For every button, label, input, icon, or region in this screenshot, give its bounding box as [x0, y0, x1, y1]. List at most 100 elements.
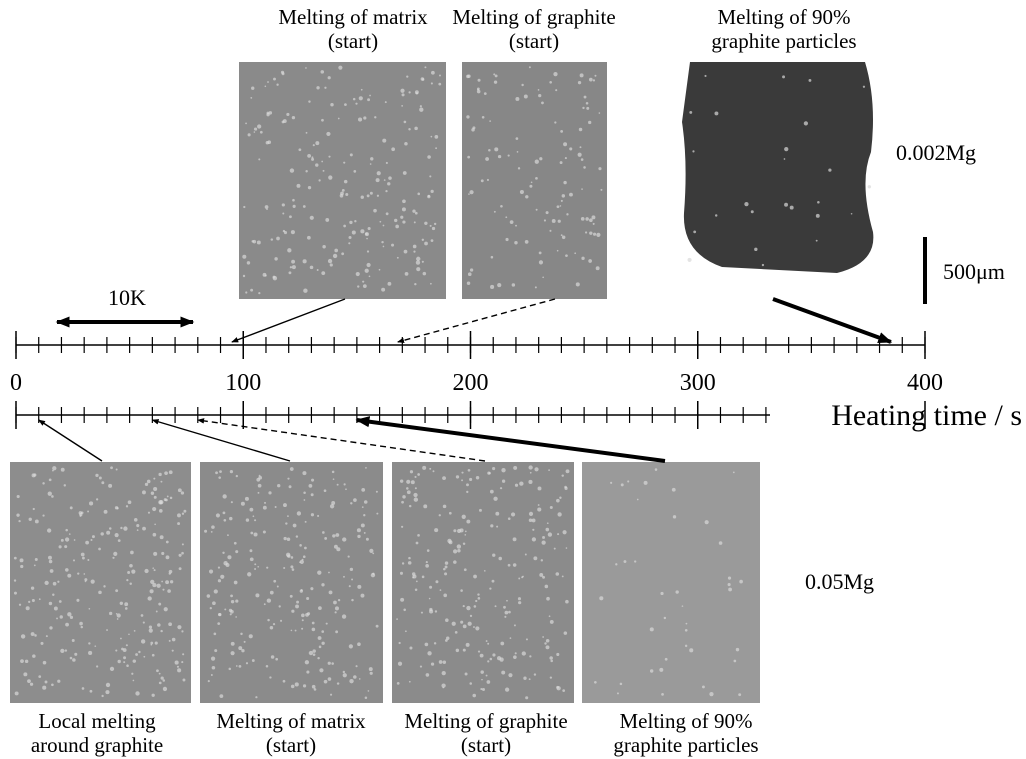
tick-label: 400: [907, 370, 943, 396]
speckle: [123, 656, 126, 659]
speckle: [328, 76, 331, 79]
speckle: [426, 673, 430, 677]
speckle: [211, 674, 213, 676]
speckle: [396, 618, 398, 620]
speckle: [482, 116, 485, 119]
speckle: [495, 512, 499, 516]
speckle: [236, 475, 238, 477]
speckle: [361, 523, 365, 527]
speckle: [409, 505, 411, 507]
speckle: [356, 665, 358, 667]
speckle: [513, 466, 517, 470]
speckle: [581, 257, 584, 260]
speckle: [110, 667, 114, 671]
speckle: [289, 485, 292, 488]
speckle: [231, 600, 234, 603]
panel-label: graphite particles: [711, 29, 856, 53]
speckle: [292, 568, 295, 571]
speckle: [79, 622, 83, 626]
scale-label: 10K: [108, 285, 146, 310]
speckle: [435, 580, 438, 583]
speckle: [169, 640, 171, 642]
speckle: [147, 480, 151, 484]
axis-label: Heating time / s: [831, 399, 1022, 432]
speckle: [344, 180, 348, 184]
speckle: [222, 494, 226, 498]
speckle: [87, 559, 89, 561]
speckle: [353, 170, 356, 173]
speckle: [307, 154, 311, 158]
speckle: [421, 612, 423, 614]
speckle: [439, 514, 441, 516]
speckle: [410, 470, 413, 473]
speckle: [533, 556, 537, 560]
speckle: [15, 691, 19, 695]
speckle: [95, 474, 98, 477]
speckle: [317, 269, 319, 271]
speckle: [379, 221, 381, 223]
speckle: [267, 598, 271, 602]
speckle: [252, 240, 254, 242]
speckle: [333, 254, 337, 258]
speckle: [544, 642, 546, 644]
speckle: [168, 622, 172, 626]
speckle: [455, 631, 458, 634]
speckle: [16, 513, 19, 516]
speckle: [376, 625, 379, 628]
speckle: [370, 672, 373, 675]
speckle: [313, 653, 316, 656]
speckle: [31, 586, 34, 589]
speckle: [367, 194, 370, 197]
speckle: [535, 160, 539, 164]
speckle: [126, 579, 128, 581]
speckle: [177, 522, 180, 525]
speckle: [148, 596, 152, 600]
speckle: [33, 508, 35, 510]
speckle: [427, 549, 430, 552]
speckle: [553, 72, 557, 76]
speckle: [486, 675, 488, 677]
speckle: [65, 529, 68, 532]
speckle: [600, 189, 602, 191]
speckle: [809, 79, 812, 82]
speckle: [128, 633, 130, 635]
speckle: [503, 606, 506, 609]
speckle: [457, 544, 461, 548]
speckle: [465, 531, 467, 533]
speckle: [419, 108, 423, 112]
speckle: [292, 265, 296, 269]
speckle: [285, 522, 287, 524]
speckle: [101, 481, 104, 484]
speckle: [266, 665, 269, 668]
speckle: [467, 281, 470, 284]
speckle: [120, 602, 123, 605]
speckle: [425, 564, 429, 568]
speckle: [152, 583, 156, 587]
speckle: [500, 487, 502, 489]
speckle: [489, 120, 491, 122]
speckle: [18, 520, 20, 522]
speckle: [321, 630, 324, 633]
speckle: [182, 513, 184, 515]
speckle: [545, 585, 549, 589]
speckle: [515, 97, 519, 101]
speckle: [685, 645, 687, 647]
speckle: [429, 468, 431, 470]
speckle: [542, 636, 544, 638]
speckle: [324, 87, 326, 89]
speckle: [283, 567, 285, 569]
speckle: [541, 559, 543, 561]
speckle: [685, 629, 688, 632]
speckle: [554, 121, 556, 123]
speckle: [593, 223, 595, 225]
speckle: [334, 545, 338, 549]
speckle: [328, 572, 330, 574]
sample-label: 0.002Mg: [896, 140, 976, 165]
speckle: [118, 660, 121, 663]
micrograph: [200, 462, 383, 703]
speckle: [583, 166, 586, 169]
speckle: [88, 642, 90, 644]
speckle: [214, 633, 217, 636]
speckle: [481, 179, 484, 182]
speckle: [466, 483, 469, 486]
